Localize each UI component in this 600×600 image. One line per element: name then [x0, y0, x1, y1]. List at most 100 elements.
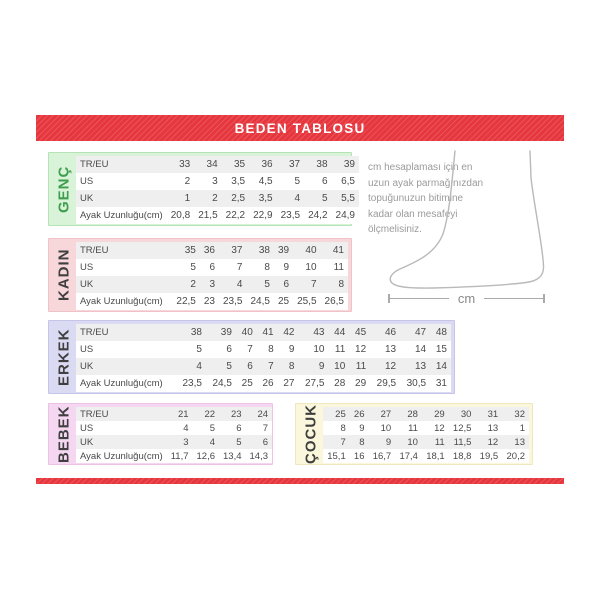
- foot-illustration: [388, 150, 550, 295]
- size-cell: 12: [355, 344, 367, 355]
- size-cell: 10: [334, 361, 346, 372]
- size-row: 25 26 27 28 29 30 31 32: [323, 407, 529, 421]
- size-table-genc-grid: TR/EU 33 34 35 36 37 38 39 US 2 3 3,5 4,5 5 6 6,5 UK 1 2 2,…: [76, 156, 359, 224]
- size-cell: 10: [305, 262, 317, 273]
- row-label: UK: [80, 193, 94, 204]
- size-cell: 17,4: [399, 450, 418, 462]
- foot-outline-icon: [389, 150, 545, 289]
- size-cell: 31: [435, 378, 447, 389]
- size-cell: 18,1: [426, 450, 445, 462]
- cm-measure-line: cm: [388, 290, 545, 306]
- size-table-kadin-label: KADIN: [55, 248, 73, 302]
- size-cell: 38: [258, 245, 270, 256]
- cm-unit-label: cm: [457, 290, 476, 306]
- size-cell: 20,2: [506, 450, 526, 462]
- size-cell: 27: [380, 408, 392, 420]
- size-cell: 4: [196, 361, 202, 372]
- row-label: US: [80, 422, 94, 434]
- size-cell: 25,5: [297, 296, 317, 307]
- size-cell: 4: [294, 193, 301, 204]
- size-cell: 41: [262, 327, 274, 338]
- size-cell: 37: [288, 159, 301, 170]
- size-row: US 4 5 6 7: [76, 421, 273, 435]
- size-cell: 29: [355, 378, 367, 389]
- size-table-cocuk-grid: 25 26 27 28 29 30 31 32 8 9 10 11 12 12,5 13 1 7 8 9 10 11 11…: [323, 407, 529, 463]
- size-cell: 7: [236, 262, 243, 273]
- size-cell: 7: [247, 344, 253, 355]
- size-cell: 23,5: [223, 296, 243, 307]
- size-row: Ayak Uzunluğu(cm) 23,5 24,5 25 26 27 27,5 28 29 2…: [76, 375, 451, 392]
- size-cell: 27: [283, 378, 295, 389]
- size-cell: 13,4: [223, 450, 242, 462]
- header-bar: BEDEN TABLOSU: [36, 115, 564, 141]
- size-table-kadin: KADIN TR/EU 35 36 37 38 39 40 41 US 5 6 7 8 9 10 11 UK 2 3…: [48, 238, 352, 312]
- size-cell: 8: [338, 279, 344, 290]
- size-cell: 2: [190, 279, 196, 290]
- size-cell: 9: [385, 436, 392, 448]
- size-cell: 21,5: [198, 210, 218, 221]
- row-label: US: [80, 344, 94, 355]
- size-table-erkek-grid: TR/EU 38 39 40 41 42 43 44 45 46 47 48 US 5 6 7 8 9 10 11 12…: [76, 324, 451, 392]
- size-cell: 8: [268, 344, 274, 355]
- size-cell: 7: [310, 279, 317, 290]
- size-cell: 40: [241, 327, 253, 338]
- size-table-cocuk: ÇOCUK 25 26 27 28 29 30 31 32 8 9 10 11 12 12,5 13 1 7 8 9…: [295, 403, 533, 465]
- size-cell: 10: [313, 344, 325, 355]
- size-cell: 5: [209, 422, 216, 434]
- size-cell: 3: [209, 279, 215, 290]
- size-row: US 5 6 7 8 9 10 11: [76, 259, 348, 276]
- size-cell: 23: [203, 296, 215, 307]
- size-cell: 12: [434, 422, 445, 434]
- size-cell: 48: [435, 327, 447, 338]
- size-row: 8 9 10 11 12 12,5 13 1: [323, 421, 529, 435]
- size-cell: 45: [355, 327, 367, 338]
- size-cell: 6: [321, 176, 328, 187]
- size-cell: 8: [340, 422, 346, 434]
- size-cell: 6: [262, 436, 269, 448]
- size-cell: 14: [414, 344, 427, 355]
- size-cell: 47: [414, 327, 427, 338]
- size-cell: 2: [184, 176, 191, 187]
- size-cell: 5: [190, 262, 196, 273]
- size-cell: 9: [359, 422, 365, 434]
- size-cell: 28: [407, 408, 418, 420]
- row-label: Ayak Uzunluğu(cm): [80, 450, 163, 462]
- size-row: UK 3 4 5 6: [76, 435, 273, 449]
- size-cell: 6: [226, 344, 232, 355]
- size-table-cocuk-label: ÇOCUK: [302, 404, 320, 464]
- size-cell: 23,5: [280, 210, 301, 221]
- size-cell: 25: [241, 378, 253, 389]
- size-row: TR/EU 33 34 35 36 37 38 39: [76, 156, 359, 173]
- size-row: US 5 6 7 8 9 10 11 12 13 14 15: [76, 341, 451, 358]
- size-cell: 44: [334, 327, 346, 338]
- size-cell: 36: [261, 159, 273, 170]
- row-label: UK: [80, 279, 94, 290]
- size-row: US 2 3 3,5 4,5 5 6 6,5: [76, 173, 359, 190]
- size-cell: 26: [353, 408, 365, 420]
- size-cell: 9: [318, 361, 325, 372]
- size-cell: 39: [220, 327, 232, 338]
- size-cell: 39: [277, 245, 290, 256]
- size-cell: 24: [257, 408, 269, 420]
- size-cell: 38: [316, 159, 328, 170]
- row-label: Ayak Uzunluğu(cm): [80, 378, 163, 389]
- size-table-genc-label: GENÇ: [55, 165, 73, 213]
- size-cell: 4: [183, 422, 189, 434]
- size-table-kadin-grid: TR/EU 35 36 37 38 39 40 41 US 5 6 7 8 9 10 11 UK 2 3 4 5 6 7 8 A…: [76, 242, 348, 310]
- size-cell: 7: [268, 361, 274, 372]
- size-cell: 12,5: [452, 422, 472, 434]
- size-row: TR/EU 35 36 37 38 39 40 41: [76, 242, 348, 259]
- size-cell: 6: [236, 422, 242, 434]
- size-cell: 7: [262, 422, 269, 434]
- size-row: 7 8 9 10 11 11,5 12 13: [323, 435, 529, 449]
- size-row: TR/EU 21 22 23 24: [76, 407, 273, 421]
- size-cell: 5: [196, 344, 202, 355]
- measure-tick-right: [543, 293, 545, 303]
- size-cell: 23,5: [182, 378, 202, 389]
- size-table-erkek-label: ERKEK: [55, 328, 73, 386]
- row-label: Ayak Uzunluğu(cm): [80, 210, 163, 221]
- size-row: UK 1 2 2,5 3,5 4 5 5,5: [76, 190, 359, 207]
- size-cell: 10: [380, 422, 392, 434]
- row-label: TR/EU: [80, 408, 109, 420]
- size-cell: 37: [231, 245, 243, 256]
